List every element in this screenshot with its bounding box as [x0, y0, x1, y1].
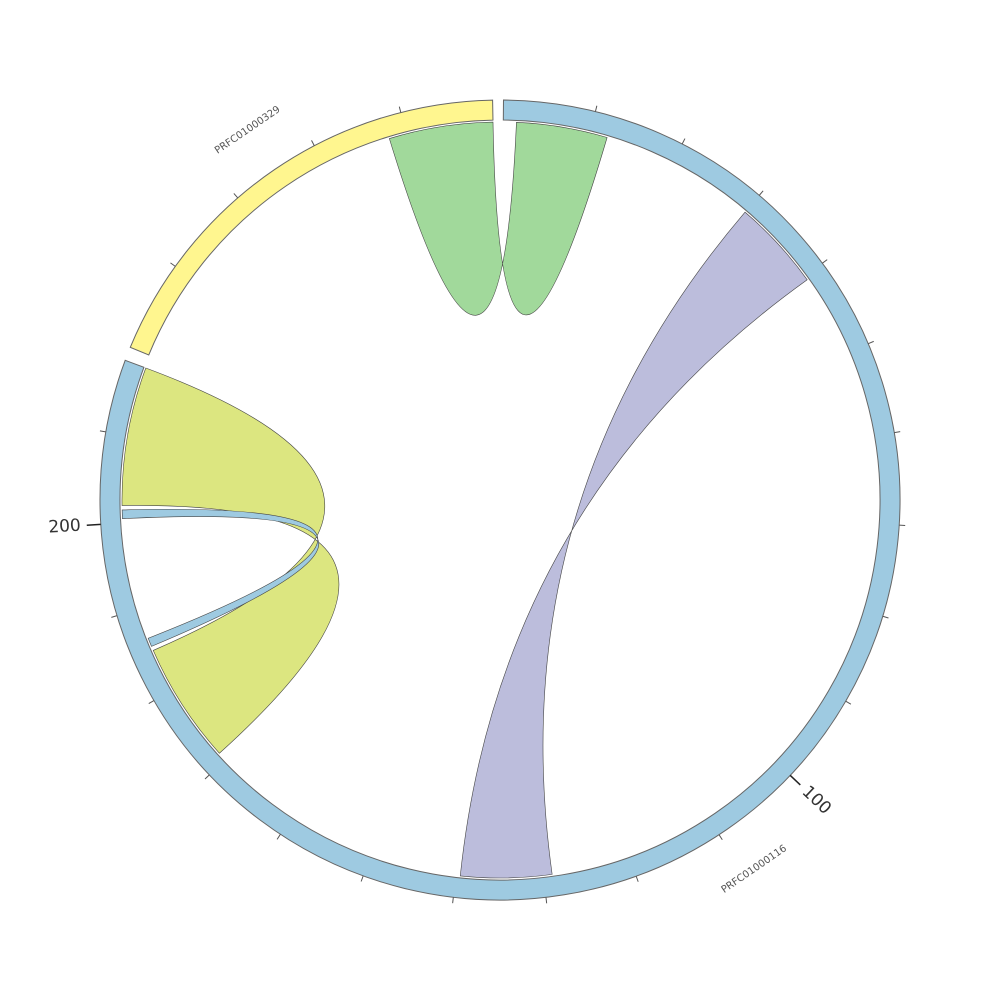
- tick: [845, 700, 852, 705]
- tick: [452, 897, 454, 904]
- link: [121, 509, 319, 647]
- tick-label: 100: [798, 782, 835, 819]
- tick: [398, 106, 402, 113]
- segment: [129, 99, 494, 356]
- tick: [894, 431, 901, 434]
- link: [459, 211, 808, 879]
- tick-label: 200: [48, 516, 82, 538]
- tick: [276, 834, 281, 840]
- segment: [99, 99, 901, 901]
- tick: [204, 774, 210, 780]
- tick: [758, 190, 764, 196]
- tick: [311, 140, 315, 146]
- link: [388, 121, 608, 316]
- tick: [360, 875, 364, 882]
- tick: [233, 193, 239, 199]
- tick: [99, 430, 106, 433]
- tick: [545, 897, 548, 904]
- tick: [868, 340, 874, 345]
- tick: [111, 615, 118, 618]
- tick: [681, 138, 686, 145]
- tick: [594, 105, 598, 112]
- tick: [635, 875, 639, 882]
- major-tick: [86, 523, 101, 527]
- tick: [822, 259, 828, 264]
- segment-name: PRFC01000116: [720, 843, 789, 895]
- tick: [170, 262, 176, 267]
- tick: [718, 834, 723, 841]
- tick: [148, 700, 155, 705]
- tick: [882, 615, 889, 619]
- link: [121, 367, 340, 754]
- segment-name: PRFC01000329: [213, 104, 282, 156]
- major-tick: [789, 774, 801, 786]
